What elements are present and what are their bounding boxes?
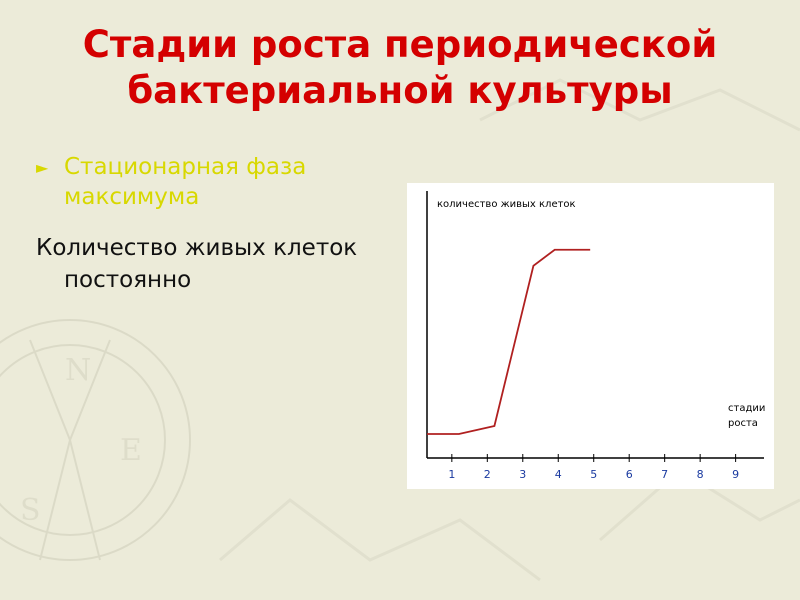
growth-curve [427,248,591,435]
y-axis-label: количество живых клеток [437,199,576,210]
triangle-bullet-icon: ► [36,158,49,177]
x-axis-label-line1: стадии [728,403,765,414]
chart-svg: количество живых клеток стадии роста 1 2 3… [426,191,765,481]
paragraph-text: Количество живых клеток постоянно [36,235,358,293]
x-tick-label-3: 3 [519,468,526,481]
x-tick-label-8: 8 [697,468,704,481]
slide-title: Стадии роста периодической бактериальной… [82,23,718,112]
x-axis-label-line2: роста [728,418,758,429]
bullet-text: Стационарная фаза максимума [64,154,307,210]
x-tick-label-4: 4 [555,468,562,481]
x-tick-label-1: 1 [448,468,455,481]
x-tick-label-6: 6 [626,468,633,481]
x-tick-label-9: 9 [732,468,739,481]
x-tick-label-7: 7 [661,468,668,481]
x-tick-label-2: 2 [484,468,491,481]
svg-text:N: N [65,353,91,388]
x-tick-label-5: 5 [590,468,597,481]
body-paragraph: Количество живых клеток постоянно [36,232,376,296]
svg-text:E: E [120,433,142,468]
bullet-item: ► Стационарная фаза максимума [36,152,376,212]
growth-chart: количество живых клеток стадии роста 1 2 3… [407,183,774,489]
svg-text:S: S [20,493,41,528]
